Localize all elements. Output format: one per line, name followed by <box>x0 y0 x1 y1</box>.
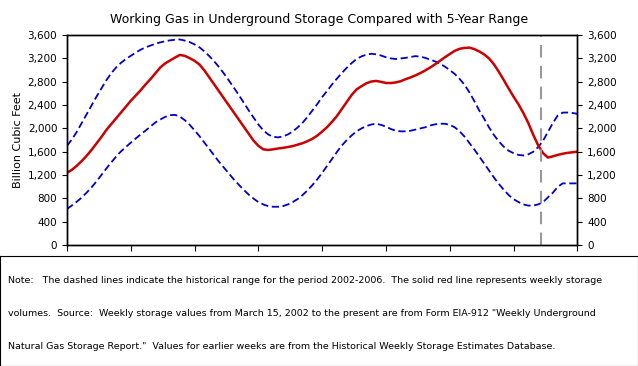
Text: Working Gas in Underground Storage Compared with 5-Year Range: Working Gas in Underground Storage Compa… <box>110 13 528 26</box>
Text: Natural Gas Storage Report."  Values for earlier weeks are from the Historical W: Natural Gas Storage Report." Values for … <box>8 342 555 351</box>
Y-axis label: Billion Cubic Feet: Billion Cubic Feet <box>13 92 24 188</box>
Text: Note:   The dashed lines indicate the historical range for the period 2002-2006.: Note: The dashed lines indicate the hist… <box>8 276 602 285</box>
Text: volumes.  Source:  Weekly storage values from March 15, 2002 to the present are : volumes. Source: Weekly storage values f… <box>8 309 595 318</box>
